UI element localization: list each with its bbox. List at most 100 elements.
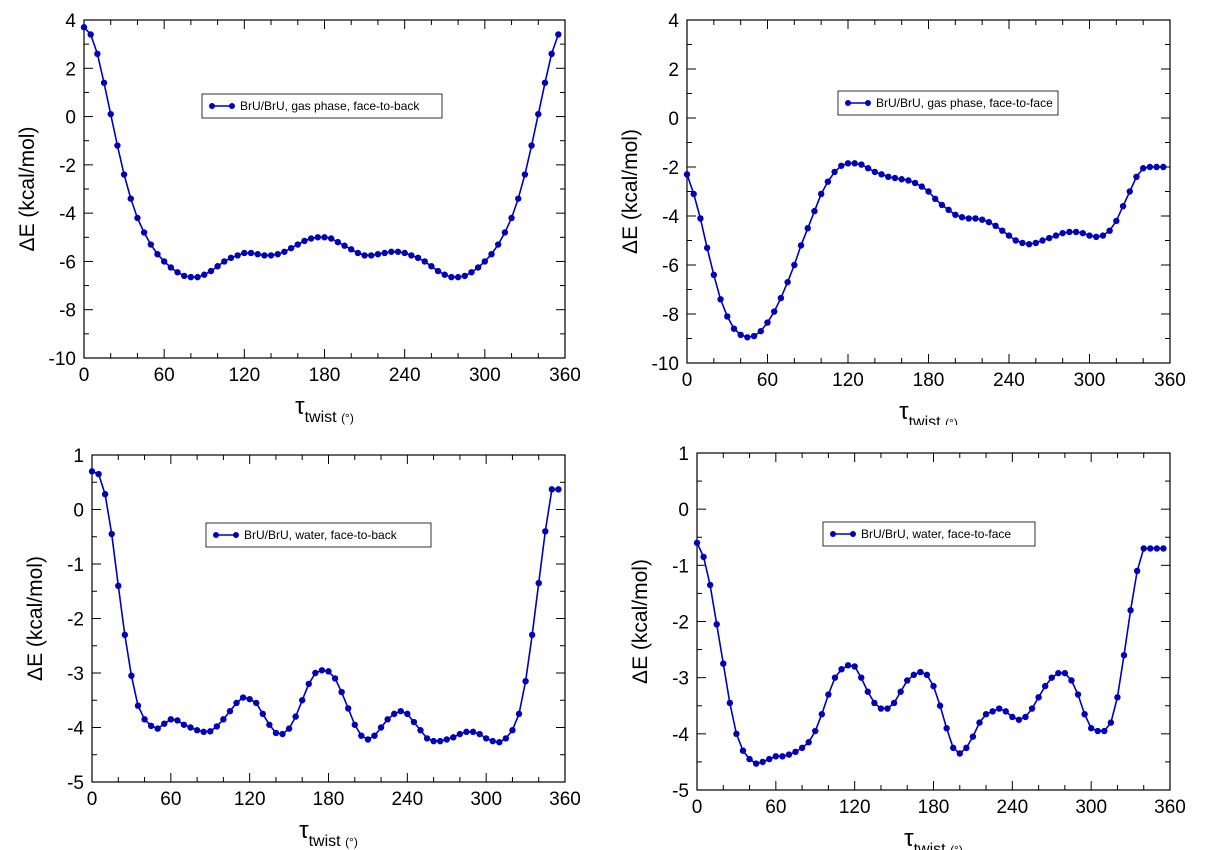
legend-label: BrU/BrU, water, face-to-back xyxy=(244,528,398,542)
y-tick-label: -6 xyxy=(662,256,679,277)
data-point xyxy=(989,708,996,715)
data-point xyxy=(739,747,747,754)
data-point xyxy=(494,241,502,248)
data-point xyxy=(509,727,516,734)
data-point xyxy=(167,716,175,723)
data-point xyxy=(1146,163,1154,171)
data-point xyxy=(1086,232,1093,239)
data-point xyxy=(147,241,155,248)
data-point xyxy=(555,486,562,493)
y-tick-label: -8 xyxy=(59,301,76,322)
data-point xyxy=(521,171,529,178)
data-point xyxy=(239,694,247,701)
data-point xyxy=(1002,708,1009,715)
data-point xyxy=(956,750,963,757)
data-point xyxy=(214,263,221,270)
data-point xyxy=(448,273,455,281)
x-tick-label: 60 xyxy=(757,370,778,391)
data-point xyxy=(898,176,905,183)
data-point xyxy=(693,539,701,547)
data-point xyxy=(394,248,402,255)
x-tick-label: 120 xyxy=(234,789,266,810)
x-axis-label: τtwist (°) xyxy=(299,817,358,850)
data-point xyxy=(871,699,878,707)
chart-svg: 0 60 120 180 240 300 360 -5 -4 -3 -2 -1 0 1 ΔE (kcal/m… xyxy=(629,444,1186,850)
data-point xyxy=(791,261,798,269)
data-point xyxy=(877,705,885,712)
legend-marker xyxy=(830,531,836,537)
x-tick-label: 240 xyxy=(391,789,423,810)
series-line xyxy=(83,26,560,278)
data-point xyxy=(468,269,475,276)
data-point xyxy=(488,250,495,258)
data-point xyxy=(371,732,378,739)
data-point xyxy=(436,737,444,745)
y-tick-label: -1 xyxy=(67,555,84,576)
data-point xyxy=(812,727,819,735)
data-point xyxy=(766,755,773,763)
data-point xyxy=(108,530,115,538)
data-point xyxy=(314,234,322,241)
data-point xyxy=(414,254,422,262)
y-tick-label: -5 xyxy=(672,781,689,802)
x-tick-label: 180 xyxy=(918,797,950,818)
data-point xyxy=(354,249,362,257)
data-point xyxy=(1087,725,1095,732)
data-point xyxy=(1127,607,1134,614)
data-point xyxy=(965,215,972,222)
data-point xyxy=(1101,727,1108,735)
data-point xyxy=(831,168,838,176)
data-point xyxy=(351,721,358,728)
data-point xyxy=(80,24,88,31)
data-point xyxy=(140,229,148,236)
data-point xyxy=(811,207,818,215)
y-axis-label: ΔE (kcal/mol) xyxy=(629,559,652,684)
data-point xyxy=(972,215,979,222)
data-point xyxy=(127,195,134,202)
y-tick-label: 0 xyxy=(65,108,76,129)
data-point xyxy=(904,677,911,684)
data-point xyxy=(890,699,898,707)
data-point xyxy=(207,728,214,735)
data-point xyxy=(528,631,536,639)
legend-box xyxy=(837,90,1059,116)
data-point xyxy=(388,248,395,255)
y-tick-label: -10 xyxy=(652,354,679,375)
data-point xyxy=(838,666,845,673)
x-tick-label: 60 xyxy=(765,797,786,818)
data-point xyxy=(963,744,970,752)
data-point xyxy=(428,263,435,270)
data-point xyxy=(1120,652,1128,659)
data-point xyxy=(851,160,858,167)
data-point xyxy=(831,674,839,681)
data-point xyxy=(726,699,734,707)
series-line xyxy=(696,542,1164,765)
legend-marker xyxy=(850,531,856,537)
data-point xyxy=(897,688,904,695)
data-point xyxy=(463,728,470,736)
data-point xyxy=(404,710,411,718)
data-point xyxy=(936,702,944,709)
data-point xyxy=(864,165,872,172)
data-point xyxy=(423,735,431,742)
data-point xyxy=(247,249,255,257)
x-tick-label: 240 xyxy=(996,797,1028,818)
x-tick-label: 0 xyxy=(692,797,703,818)
y-tick-label: -5 xyxy=(67,773,84,794)
data-point xyxy=(730,325,738,332)
y-tick-label: 1 xyxy=(678,444,689,465)
data-point xyxy=(779,753,786,760)
x-tick-label: 180 xyxy=(313,789,345,810)
data-point xyxy=(147,722,155,730)
data-point xyxy=(999,227,1006,234)
data-point xyxy=(501,229,509,236)
data-point xyxy=(1005,232,1013,239)
data-point xyxy=(299,697,306,704)
data-point xyxy=(1081,710,1088,718)
data-point xyxy=(101,491,109,498)
legend-label: BrU/BrU, gas phase, face-to-back xyxy=(240,99,420,113)
y-tick-label: -8 xyxy=(662,305,679,326)
y-tick-label: -1 xyxy=(672,556,689,577)
plot-frame xyxy=(91,454,566,783)
y-tick-label: 0 xyxy=(73,501,84,522)
